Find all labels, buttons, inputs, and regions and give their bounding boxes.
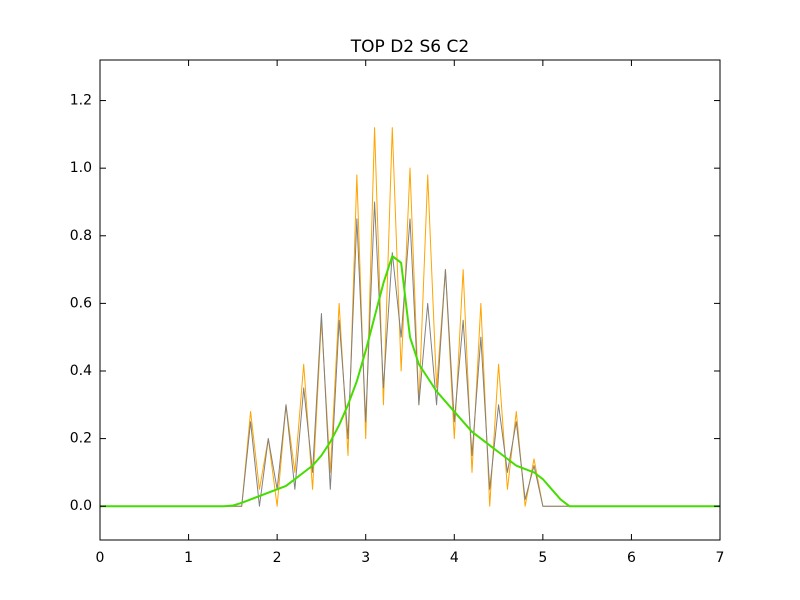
y-tick-label: 1.2 (70, 93, 92, 109)
x-tick-label: 1 (184, 550, 193, 566)
y-tick-label: 0.4 (70, 363, 92, 379)
y-tick-label: 0.8 (70, 228, 92, 244)
x-tick-label: 5 (538, 550, 547, 566)
x-tick-label: 3 (361, 550, 370, 566)
x-tick-label: 7 (716, 550, 725, 566)
x-tick-label: 2 (273, 550, 282, 566)
x-tick-label: 4 (450, 550, 459, 566)
y-tick-label: 0.2 (70, 431, 92, 447)
plot-frame (99, 59, 721, 541)
chart-title: TOP D2 S6 C2 (350, 37, 469, 57)
x-tick-label: 0 (96, 550, 105, 566)
y-tick-label: 1.0 (70, 160, 92, 176)
data-line (100, 255, 720, 508)
y-tick-label: 0.0 (70, 498, 92, 514)
y-tick-label: 0.6 (70, 295, 92, 311)
x-tick-label: 6 (627, 550, 636, 566)
